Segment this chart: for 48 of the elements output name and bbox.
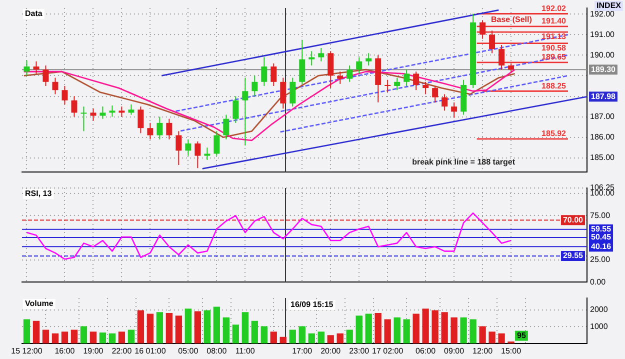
ref-line-label: 16/09 15:15 [290, 300, 334, 310]
y-tick-label: 191.00 [590, 30, 616, 39]
y-tick-label: 75.00 [590, 210, 611, 220]
series-label: 190.58 [542, 44, 567, 53]
x-tick-label: 11:00 [235, 346, 256, 356]
series-label: 188.25 [542, 81, 567, 90]
annotation: Base (Sell) [491, 15, 532, 24]
x-tick-label: 12:00 [472, 346, 494, 356]
y-tick-label: 2000 [590, 304, 608, 314]
y-tick-label: 0.00 [590, 277, 606, 286]
x-tick-label: 23:00 [349, 346, 370, 356]
ref-line-label: 70.00 [562, 215, 584, 224]
data-label: 187.98 [591, 92, 616, 101]
text: INDEX [596, 1, 622, 10]
y-tick-label: 192.00 [590, 9, 616, 18]
chart-title: RSI, 13 [25, 189, 52, 198]
series-label: 191.40 [542, 16, 567, 26]
y-tick-label: 1000 [590, 322, 608, 331]
y-tick-label: 25.00 [590, 255, 611, 264]
ref-line-label: 50.45 [591, 232, 612, 242]
y-tick-label: 186.00 [590, 132, 616, 142]
x-tick-label: 20:00 [320, 346, 342, 356]
ref-line-label: 59.55 [591, 224, 612, 234]
x-tick-label: 06:00 [416, 346, 436, 356]
x-tick-label: 15:00 [501, 346, 522, 356]
series-label: 185.92 [542, 129, 567, 138]
x-tick-label: 22:00 [112, 346, 132, 356]
series-label: 192.02 [542, 4, 567, 13]
y-tick-label: 187.00 [590, 112, 616, 121]
x-tick-label: 05:00 [178, 346, 199, 356]
ref-line-label: 29.55 [562, 251, 584, 260]
y-tick-label: 185.00 [590, 153, 616, 162]
x-tick-label: 08:00 [206, 346, 228, 356]
annotation: break pink line = 188 target [412, 157, 516, 166]
y-tick-label: 190.00 [590, 50, 616, 60]
x-tick-label: 17 02:00 [372, 346, 404, 356]
chart-title: Data [25, 9, 43, 18]
x-tick-label: 16 01:00 [134, 346, 166, 356]
data-label: 95 [517, 331, 526, 340]
ref-line-label: 189.30 [591, 64, 616, 74]
y-tick-label: 100.00 [590, 188, 616, 198]
x-tick-label: 17:00 [292, 346, 313, 356]
chart-title: Volume [25, 299, 54, 308]
x-tick-label: 16:00 [54, 346, 76, 356]
ref-line-label: 40.16 [591, 242, 612, 251]
x-tick-label: 19:00 [83, 346, 104, 356]
x-tick-label: 15 12:00 [11, 346, 43, 356]
x-tick-label: 09:00 [444, 346, 465, 356]
